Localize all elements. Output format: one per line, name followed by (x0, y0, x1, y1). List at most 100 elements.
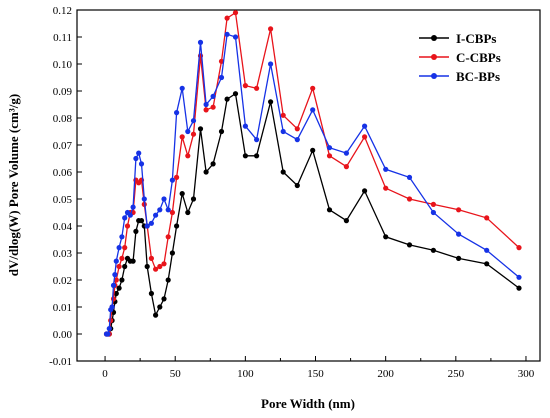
data-point (116, 263, 122, 270)
data-point (105, 331, 111, 337)
series-line (106, 92, 520, 335)
data-point (268, 99, 274, 105)
data-point (136, 150, 142, 156)
data-point (280, 128, 286, 135)
data-point (242, 153, 248, 159)
data-point (148, 290, 154, 297)
data-point (161, 196, 167, 202)
data-point (232, 91, 239, 97)
data-point (310, 107, 316, 113)
data-point (179, 85, 185, 91)
x-tick-label: 250 (448, 368, 465, 380)
y-tick-label: 0.06 (53, 167, 73, 179)
data-point (280, 112, 286, 118)
data-point (362, 123, 368, 129)
data-point (138, 218, 145, 224)
data-point (161, 261, 167, 267)
x-tick-label: 0 (102, 368, 108, 380)
data-point (153, 312, 159, 318)
data-point (326, 207, 333, 213)
data-point (343, 150, 349, 156)
data-point (144, 223, 150, 229)
data-point (232, 34, 239, 40)
data-point (110, 296, 117, 302)
x-tick-label: 300 (518, 368, 535, 380)
data-point (484, 247, 490, 253)
y-axis-title: dV/dlog(W) Pore Volume (cm³/g) (6, 94, 21, 276)
data-point (112, 272, 118, 278)
data-point (516, 245, 522, 251)
y-tick-label: 0.03 (53, 248, 73, 260)
data-point (516, 285, 522, 291)
y-axis: -0.01 0.00 0.01 0.02 0.03 0.04 0.05 0.06 0.07 0.0… (49, 5, 82, 368)
data-point (210, 93, 216, 99)
data-point (130, 204, 136, 210)
data-point (106, 326, 112, 332)
data-point (157, 304, 163, 310)
data-point (456, 231, 462, 237)
data-point (124, 223, 131, 229)
data-point (153, 212, 159, 218)
data-point (254, 137, 260, 143)
data-point (430, 201, 436, 207)
data-point (254, 85, 260, 91)
series-layer (103, 10, 522, 337)
data-point (185, 128, 191, 135)
data-point (165, 207, 171, 213)
data-point (224, 15, 230, 21)
data-point (280, 169, 286, 175)
plot-frame (76, 9, 541, 362)
data-point (218, 74, 225, 81)
data-point (294, 182, 300, 189)
data-point (148, 220, 154, 226)
data-point (165, 234, 171, 240)
data-point (122, 263, 128, 270)
legend-marker (431, 35, 437, 41)
data-point (116, 285, 122, 291)
y-tick-label: 0.02 (53, 275, 72, 287)
data-point (516, 274, 522, 280)
y-tick-label: 0.01 (53, 302, 72, 314)
data-point (218, 128, 225, 135)
data-point (169, 250, 175, 256)
x-axis-title: Pore Width (nm) (261, 396, 355, 411)
x-tick-label: 100 (237, 368, 254, 380)
data-point (185, 209, 191, 216)
data-point (190, 196, 197, 202)
data-point (197, 126, 204, 132)
data-point (197, 39, 204, 46)
data-point (210, 104, 216, 110)
y-tick-label: 0.00 (53, 329, 73, 341)
data-point (144, 263, 150, 270)
data-point (190, 131, 197, 137)
data-point (109, 304, 115, 310)
y-tick-label: 0.10 (53, 59, 73, 71)
data-point (153, 266, 159, 272)
data-point (113, 290, 119, 297)
data-point (268, 61, 274, 67)
series-i-cbps (103, 91, 522, 337)
data-point (127, 212, 133, 218)
data-point (174, 223, 180, 229)
data-point (310, 85, 316, 91)
data-point (179, 191, 185, 197)
data-point (242, 83, 248, 89)
y-tick-label: 0.04 (53, 221, 73, 233)
data-point (343, 218, 349, 224)
data-point (383, 166, 389, 172)
x-tick-label: 50 (170, 368, 182, 380)
data-point (122, 245, 128, 251)
data-point (254, 153, 260, 159)
data-point (174, 110, 180, 116)
x-tick-label: 150 (307, 368, 324, 380)
data-point (326, 145, 333, 151)
data-point (203, 107, 209, 113)
data-point (203, 169, 209, 175)
data-point (165, 277, 171, 283)
data-point (383, 234, 389, 240)
data-point (484, 215, 490, 221)
y-tick-label: 0.12 (53, 5, 72, 17)
data-point (203, 101, 209, 108)
data-point (185, 153, 191, 159)
y-tick-label: 0.11 (53, 32, 72, 44)
